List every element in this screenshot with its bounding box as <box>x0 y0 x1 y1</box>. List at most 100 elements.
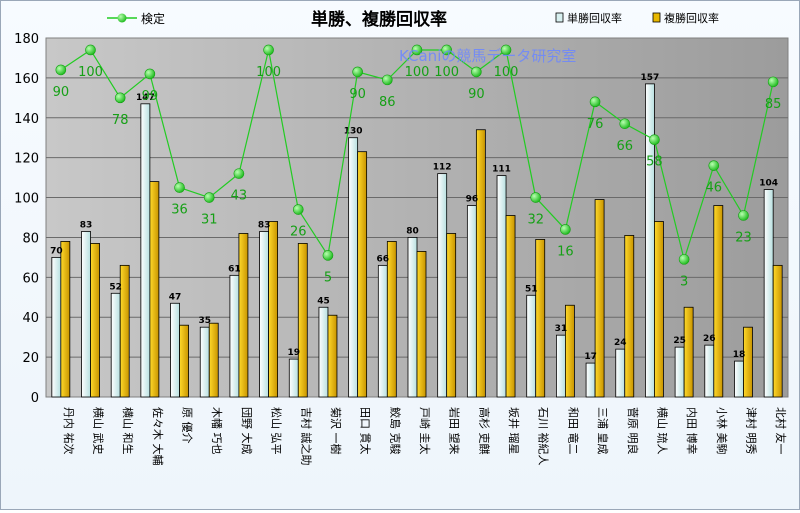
data-label-tansho: 25 <box>673 336 686 346</box>
watermark: KCaniの競馬データ研究室 <box>399 47 576 65</box>
data-label-tansho: 130 <box>344 127 363 137</box>
x-tick-label: 津村 明秀 <box>744 407 758 455</box>
bar-tansho <box>377 264 388 398</box>
x-tick-label: 小林 美駒 <box>715 407 729 455</box>
data-label-tansho: 24 <box>614 338 627 348</box>
bar-tansho <box>526 294 537 398</box>
x-tick-label: 吉村 誠之助 <box>299 407 313 466</box>
bar-tansho <box>110 292 121 398</box>
legend-swatch-tansho <box>555 12 564 23</box>
line-marker-kentei <box>767 76 779 88</box>
bar-fukusho <box>772 264 783 398</box>
data-label-tansho: 45 <box>317 296 330 306</box>
x-tick-label: 原 優介 <box>181 407 194 444</box>
bar-fukusho <box>535 239 546 398</box>
data-label-kentei: 90 <box>468 87 485 102</box>
data-label-kentei: 31 <box>201 213 218 228</box>
data-label-kentei: 86 <box>379 95 396 110</box>
bar-fukusho <box>119 264 130 398</box>
line-marker-kentei <box>382 74 393 86</box>
line-marker-kentei <box>85 44 96 56</box>
bar-tansho <box>763 189 774 398</box>
bar-fukusho <box>297 243 308 398</box>
data-label-kentei: 90 <box>53 85 70 100</box>
data-label-tansho: 83 <box>80 220 93 230</box>
bar-tansho <box>407 237 418 398</box>
line-marker-kentei <box>738 210 749 221</box>
bar-fukusho <box>327 314 338 398</box>
data-label-kentei: 3 <box>680 274 688 289</box>
bar-fukusho <box>60 241 71 398</box>
bar-tansho <box>140 103 151 398</box>
line-marker-kentei <box>114 92 126 104</box>
y-tick-label: 100 <box>14 192 39 207</box>
bar-fukusho <box>238 233 249 398</box>
bar-tansho <box>348 137 359 398</box>
bar-fukusho <box>654 221 664 398</box>
bar-fukusho <box>149 181 160 398</box>
bar-tansho <box>318 306 329 398</box>
bar-fukusho <box>416 251 427 398</box>
bar-tansho <box>674 346 685 398</box>
bar-tansho <box>734 360 744 398</box>
bar-fukusho <box>594 199 605 398</box>
line-marker-kentei <box>471 66 482 78</box>
data-label-tansho: 31 <box>555 324 568 334</box>
bar-tansho <box>170 302 180 398</box>
bar-fukusho <box>505 215 516 398</box>
bar-fukusho <box>683 306 694 398</box>
y-tick-label: 60 <box>22 271 39 286</box>
y-tick-label: 20 <box>22 351 39 366</box>
data-label-kentei: 100 <box>434 65 459 80</box>
bar-tansho <box>81 231 91 398</box>
x-tick-label: 丹内 祐次 <box>62 407 76 455</box>
data-label-tansho: 157 <box>641 73 660 83</box>
line-marker-kentei <box>174 182 185 193</box>
line-marker-kentei <box>619 118 631 130</box>
legend-label-fukusho: 複勝回収率 <box>664 11 719 25</box>
data-label-kentei: 46 <box>706 181 723 196</box>
line-marker-kentei <box>708 160 720 171</box>
bar-fukusho <box>179 324 189 398</box>
x-tick-label: 和田 竜二 <box>566 407 580 455</box>
y-tick-label: 0 <box>31 391 39 406</box>
bar-tansho <box>288 358 299 398</box>
bar-fukusho <box>386 241 397 398</box>
data-label-kentei: 66 <box>616 139 633 154</box>
legend-label-tansho: 単勝回収率 <box>567 11 622 25</box>
y-tick-label: 140 <box>14 112 39 127</box>
bar-tansho <box>437 173 448 398</box>
bar-tansho <box>704 344 715 398</box>
data-label-kentei: 100 <box>405 65 430 80</box>
data-label-tansho: 18 <box>733 350 746 360</box>
data-label-tansho: 83 <box>258 220 271 230</box>
y-tick-label: 180 <box>14 32 39 47</box>
line-marker-kentei <box>203 192 215 203</box>
data-label-tansho: 51 <box>525 284 538 294</box>
y-tick-label: 120 <box>14 152 39 167</box>
line-marker-kentei <box>322 250 334 261</box>
legend-line-marker <box>117 13 127 23</box>
legend-label-kentei: 検定 <box>141 11 165 26</box>
bar-tansho <box>51 256 62 398</box>
bar-fukusho <box>743 326 753 398</box>
data-label-tansho: 35 <box>198 316 211 326</box>
bar-fukusho <box>713 205 724 398</box>
x-tick-label: 横山 琉人 <box>655 407 669 455</box>
bar-tansho <box>466 205 477 398</box>
data-label-kentei: 5 <box>324 270 332 285</box>
bar-fukusho <box>268 221 279 398</box>
x-tick-label: 岩田 望来 <box>448 407 462 455</box>
x-tick-label: 内田 博幸 <box>685 407 699 455</box>
line-marker-kentei <box>292 204 304 215</box>
bar-tansho <box>229 274 240 398</box>
line-marker-kentei <box>263 44 274 56</box>
data-label-kentei: 99 <box>142 89 159 104</box>
y-tick-label: 40 <box>22 311 39 326</box>
data-label-kentei: 78 <box>112 113 129 128</box>
data-label-tansho: 19 <box>288 348 301 358</box>
line-marker-kentei <box>530 192 542 203</box>
bar-fukusho <box>565 304 575 398</box>
bar-tansho <box>645 83 655 398</box>
data-label-kentei: 23 <box>735 231 752 246</box>
